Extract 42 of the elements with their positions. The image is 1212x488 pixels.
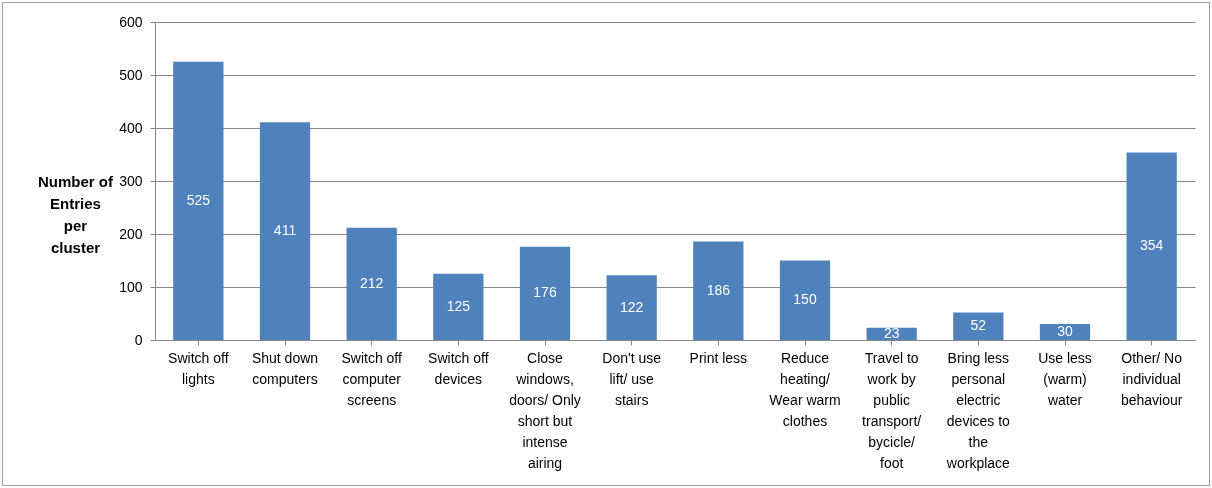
bar	[519, 246, 571, 340]
y-tick-label: 600	[119, 13, 143, 30]
data-label: 212	[359, 274, 384, 291]
x-tick-label: Travel to work by public transport/ bycicle/ foot	[862, 349, 922, 471]
data-label: 122	[619, 298, 644, 315]
bar	[953, 312, 1004, 340]
x-tick-label: Close windows, doors/ Only short but intense airing	[509, 349, 581, 471]
bar	[346, 227, 397, 340]
bar	[173, 61, 224, 340]
data-label: 411	[273, 222, 297, 239]
x-tick-label: Switch off lights	[168, 349, 229, 387]
x-tick-label: Print less	[689, 349, 748, 366]
data-label: 186	[706, 281, 731, 298]
y-tick-label: 500	[119, 66, 143, 83]
x-tick-label: Use less (warm) water	[1038, 349, 1092, 408]
y-tick-label: 100	[119, 278, 143, 295]
y-axis-title: Number of Entries per cluster	[38, 172, 114, 256]
data-label: 52	[970, 317, 987, 334]
y-tick-label: 0	[134, 331, 143, 348]
bar	[1126, 152, 1177, 340]
bar	[693, 241, 744, 340]
x-tick-label: Switch off computer screens	[341, 349, 402, 408]
x-tick-label: Other/ No individual behaviour	[1120, 349, 1183, 408]
x-tick-label: Bring less personal electric devices to the workplace	[945, 349, 1011, 471]
bar	[606, 275, 657, 340]
data-label: 525	[186, 191, 211, 208]
data-label: 354	[1139, 237, 1164, 254]
data-label: 30	[1057, 323, 1073, 340]
bar	[779, 260, 831, 340]
x-tick-label: Don't use lift/ use stairs	[602, 349, 662, 408]
bar	[259, 122, 311, 340]
y-tick-label: 400	[119, 119, 143, 136]
bar	[433, 273, 484, 340]
data-label: 176	[533, 284, 557, 301]
x-tick-label: Shut down computers	[251, 349, 319, 387]
x-tick-label: Reduce heating/ Wear warm clothes	[769, 349, 841, 429]
y-tick-label: 200	[119, 225, 143, 242]
data-label: 150	[793, 291, 817, 308]
data-label: 125	[446, 297, 471, 314]
x-tick-label: Switch off devices	[428, 349, 489, 387]
data-label: 23	[883, 324, 900, 341]
y-tick-label: 300	[119, 172, 143, 189]
